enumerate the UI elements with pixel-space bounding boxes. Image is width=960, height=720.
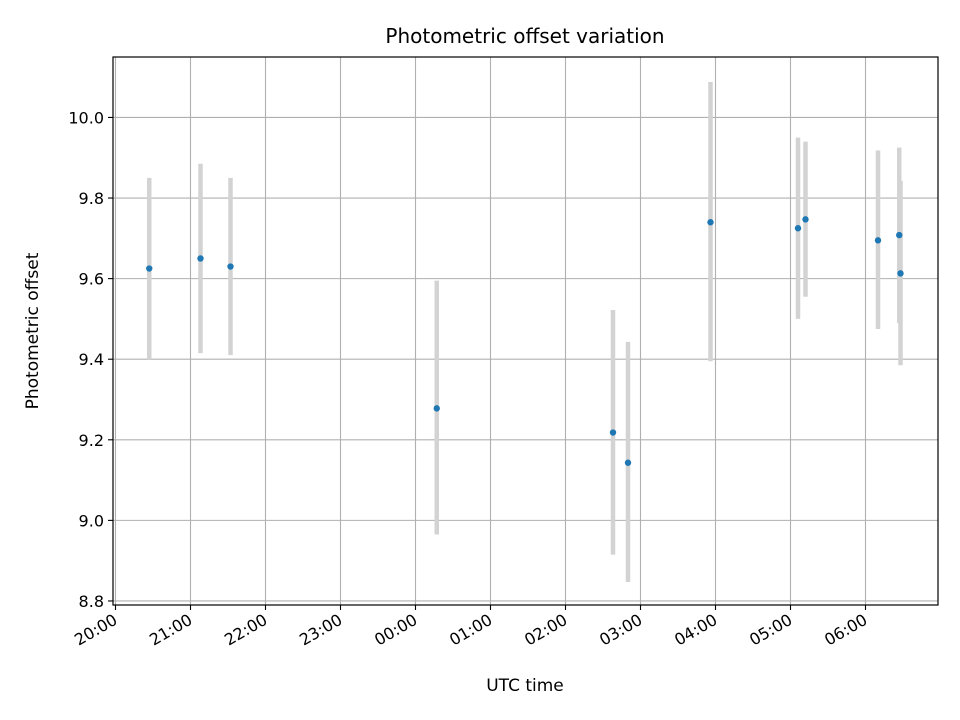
y-tick-label: 10.0 bbox=[68, 108, 104, 127]
x-tick-label: 06:00 bbox=[821, 610, 870, 650]
data-point bbox=[897, 270, 904, 277]
x-tick-label: 22:00 bbox=[221, 610, 270, 650]
x-axis-title: UTC time bbox=[486, 676, 564, 696]
data-point bbox=[896, 231, 903, 239]
errorbar-layer bbox=[147, 81, 903, 583]
data-point bbox=[802, 216, 809, 223]
data-point bbox=[624, 459, 632, 466]
data-point bbox=[874, 237, 882, 244]
x-tick-label: 00:00 bbox=[371, 610, 420, 650]
x-tick-label: 21:00 bbox=[146, 610, 195, 650]
data-point bbox=[227, 263, 234, 270]
data-point bbox=[609, 429, 617, 436]
y-tick-label: 9.0 bbox=[79, 511, 104, 530]
y-tick-label: 9.2 bbox=[79, 431, 104, 450]
data-point bbox=[794, 225, 802, 232]
x-tick-label: 23:00 bbox=[296, 610, 345, 650]
y-axis-title: Photometric offset bbox=[23, 252, 43, 409]
x-tick-label: 05:00 bbox=[746, 610, 795, 650]
x-tick-label: 02:00 bbox=[521, 610, 570, 650]
marker-layer bbox=[146, 216, 904, 466]
y-tick-label: 9.8 bbox=[79, 189, 104, 208]
y-tick-label: 9.6 bbox=[79, 270, 104, 289]
data-point bbox=[707, 219, 714, 226]
tick-layer: 20:00 21:00 22:00 23:00 00:00 01:00 02:00 03:00… bbox=[68, 108, 870, 649]
x-tick-label: 01:00 bbox=[446, 610, 495, 650]
data-point bbox=[433, 405, 440, 412]
y-tick-label: 9.4 bbox=[79, 350, 104, 369]
data-point bbox=[146, 265, 153, 272]
x-tick-label: 20:00 bbox=[71, 610, 120, 650]
chart-title: Photometric offset variation bbox=[385, 24, 664, 48]
grid-layer bbox=[113, 57, 938, 605]
data-point bbox=[197, 255, 204, 262]
y-tick-label: 8.8 bbox=[79, 592, 104, 611]
x-tick-label: 04:00 bbox=[671, 610, 720, 650]
x-tick-label: 03:00 bbox=[596, 610, 645, 650]
plot-frame bbox=[112, 56, 939, 606]
